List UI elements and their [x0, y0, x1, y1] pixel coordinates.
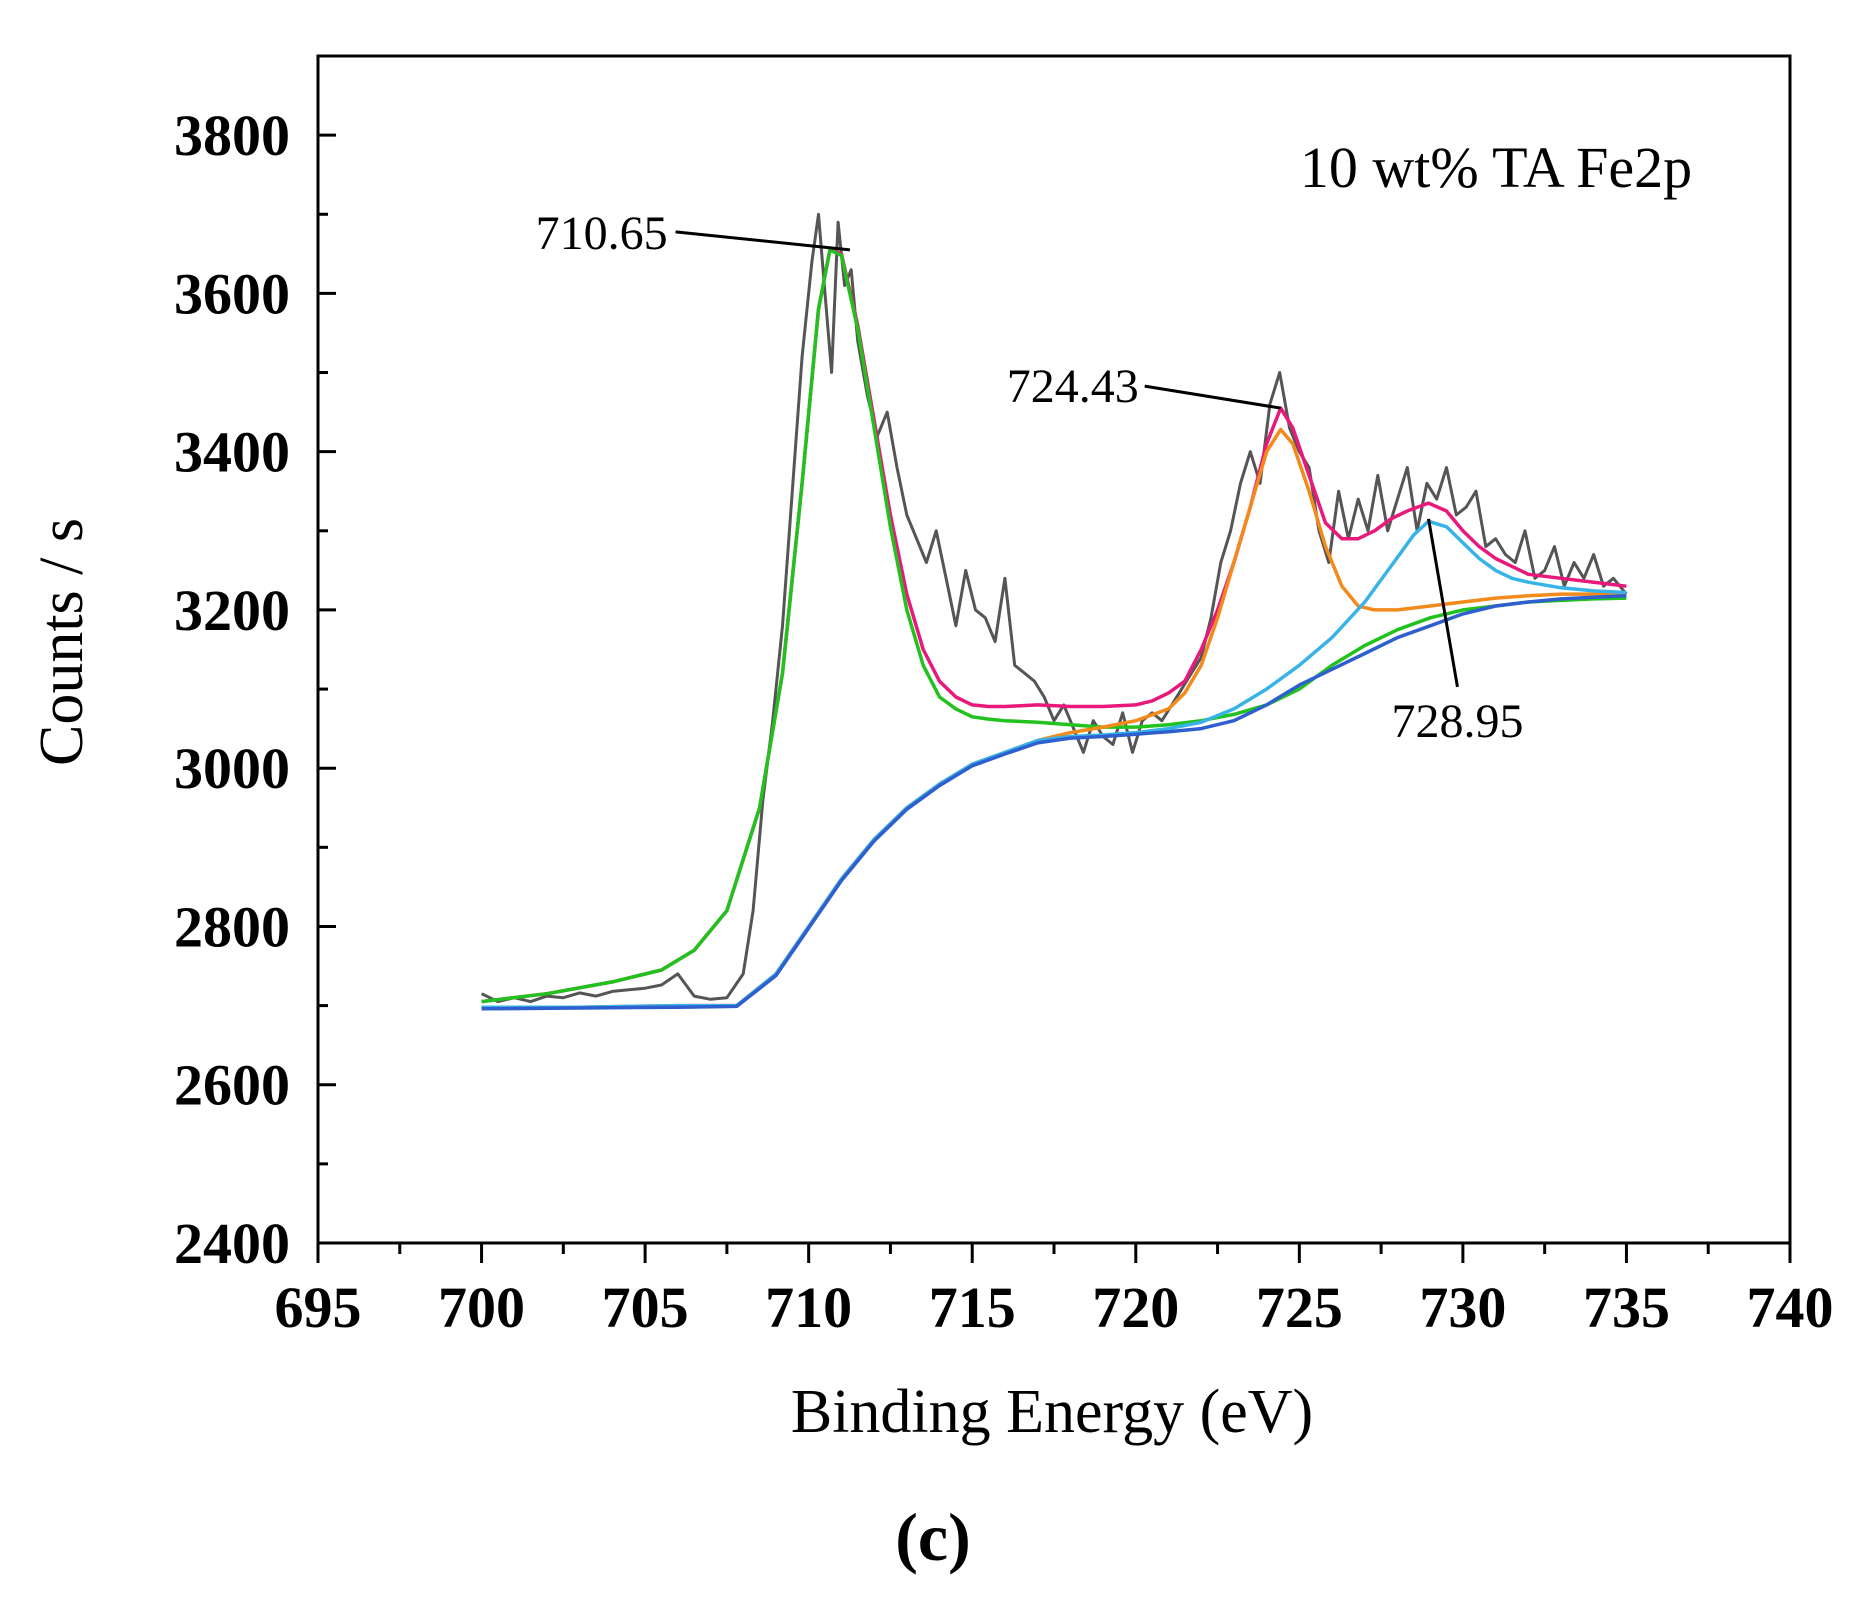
y-tick-label: 2800 [174, 894, 290, 959]
series-line-peak-710.65 [481, 248, 1627, 1004]
peak-annotations: 710.65 724.43 728.95 [536, 207, 1524, 748]
y-tick-label: 2600 [174, 1053, 290, 1118]
x-tick-label: 735 [1583, 1275, 1670, 1340]
peak-annotation-label: 724.43 [1007, 360, 1139, 413]
y-tick-label: 3600 [174, 261, 290, 326]
y-tick-label: 3400 [174, 420, 290, 485]
peak-annotation-label: 728.95 [1391, 695, 1523, 748]
y-tick-label: 2400 [174, 1211, 290, 1276]
y-axis: 2400 2600 2800 3000 3200 3400 3600 3800 [174, 54, 336, 1276]
peak-annotation-label: 710.65 [536, 207, 668, 260]
x-axis-title: Binding Energy (eV) [791, 1378, 1313, 1446]
series-curves [480, 212, 1628, 1011]
annotation-leader-line [1144, 384, 1281, 410]
x-tick-label: 710 [765, 1275, 852, 1340]
annotation-leader-line [1427, 518, 1459, 688]
series-line-peak-728.95 [481, 519, 1627, 1009]
x-tick-label: 720 [1092, 1275, 1179, 1340]
panel-label: (c) [895, 1499, 970, 1575]
chart-title: 10 wt% TA Fe2p [1300, 135, 1692, 200]
x-tick-label: 740 [1747, 1275, 1834, 1340]
y-tick-label: 3200 [174, 578, 290, 643]
x-tick-label: 695 [275, 1275, 362, 1340]
annotation-leader-line [675, 230, 851, 252]
x-tick-label: 730 [1419, 1275, 1506, 1340]
x-tick-label: 700 [438, 1275, 525, 1340]
x-tick-label: 725 [1256, 1275, 1343, 1340]
series-line-raw [480, 212, 1628, 1004]
x-axis: 695 700 705 710 715 720 725 730 735 740 [275, 1243, 1834, 1340]
x-tick-label: 715 [929, 1275, 1016, 1340]
y-axis-title: Counts / s [28, 518, 96, 766]
y-tick-label: 3000 [174, 736, 290, 801]
x-tick-label: 705 [602, 1275, 689, 1340]
series-line-background [481, 593, 1627, 1011]
y-tick-label: 3800 [174, 103, 290, 168]
